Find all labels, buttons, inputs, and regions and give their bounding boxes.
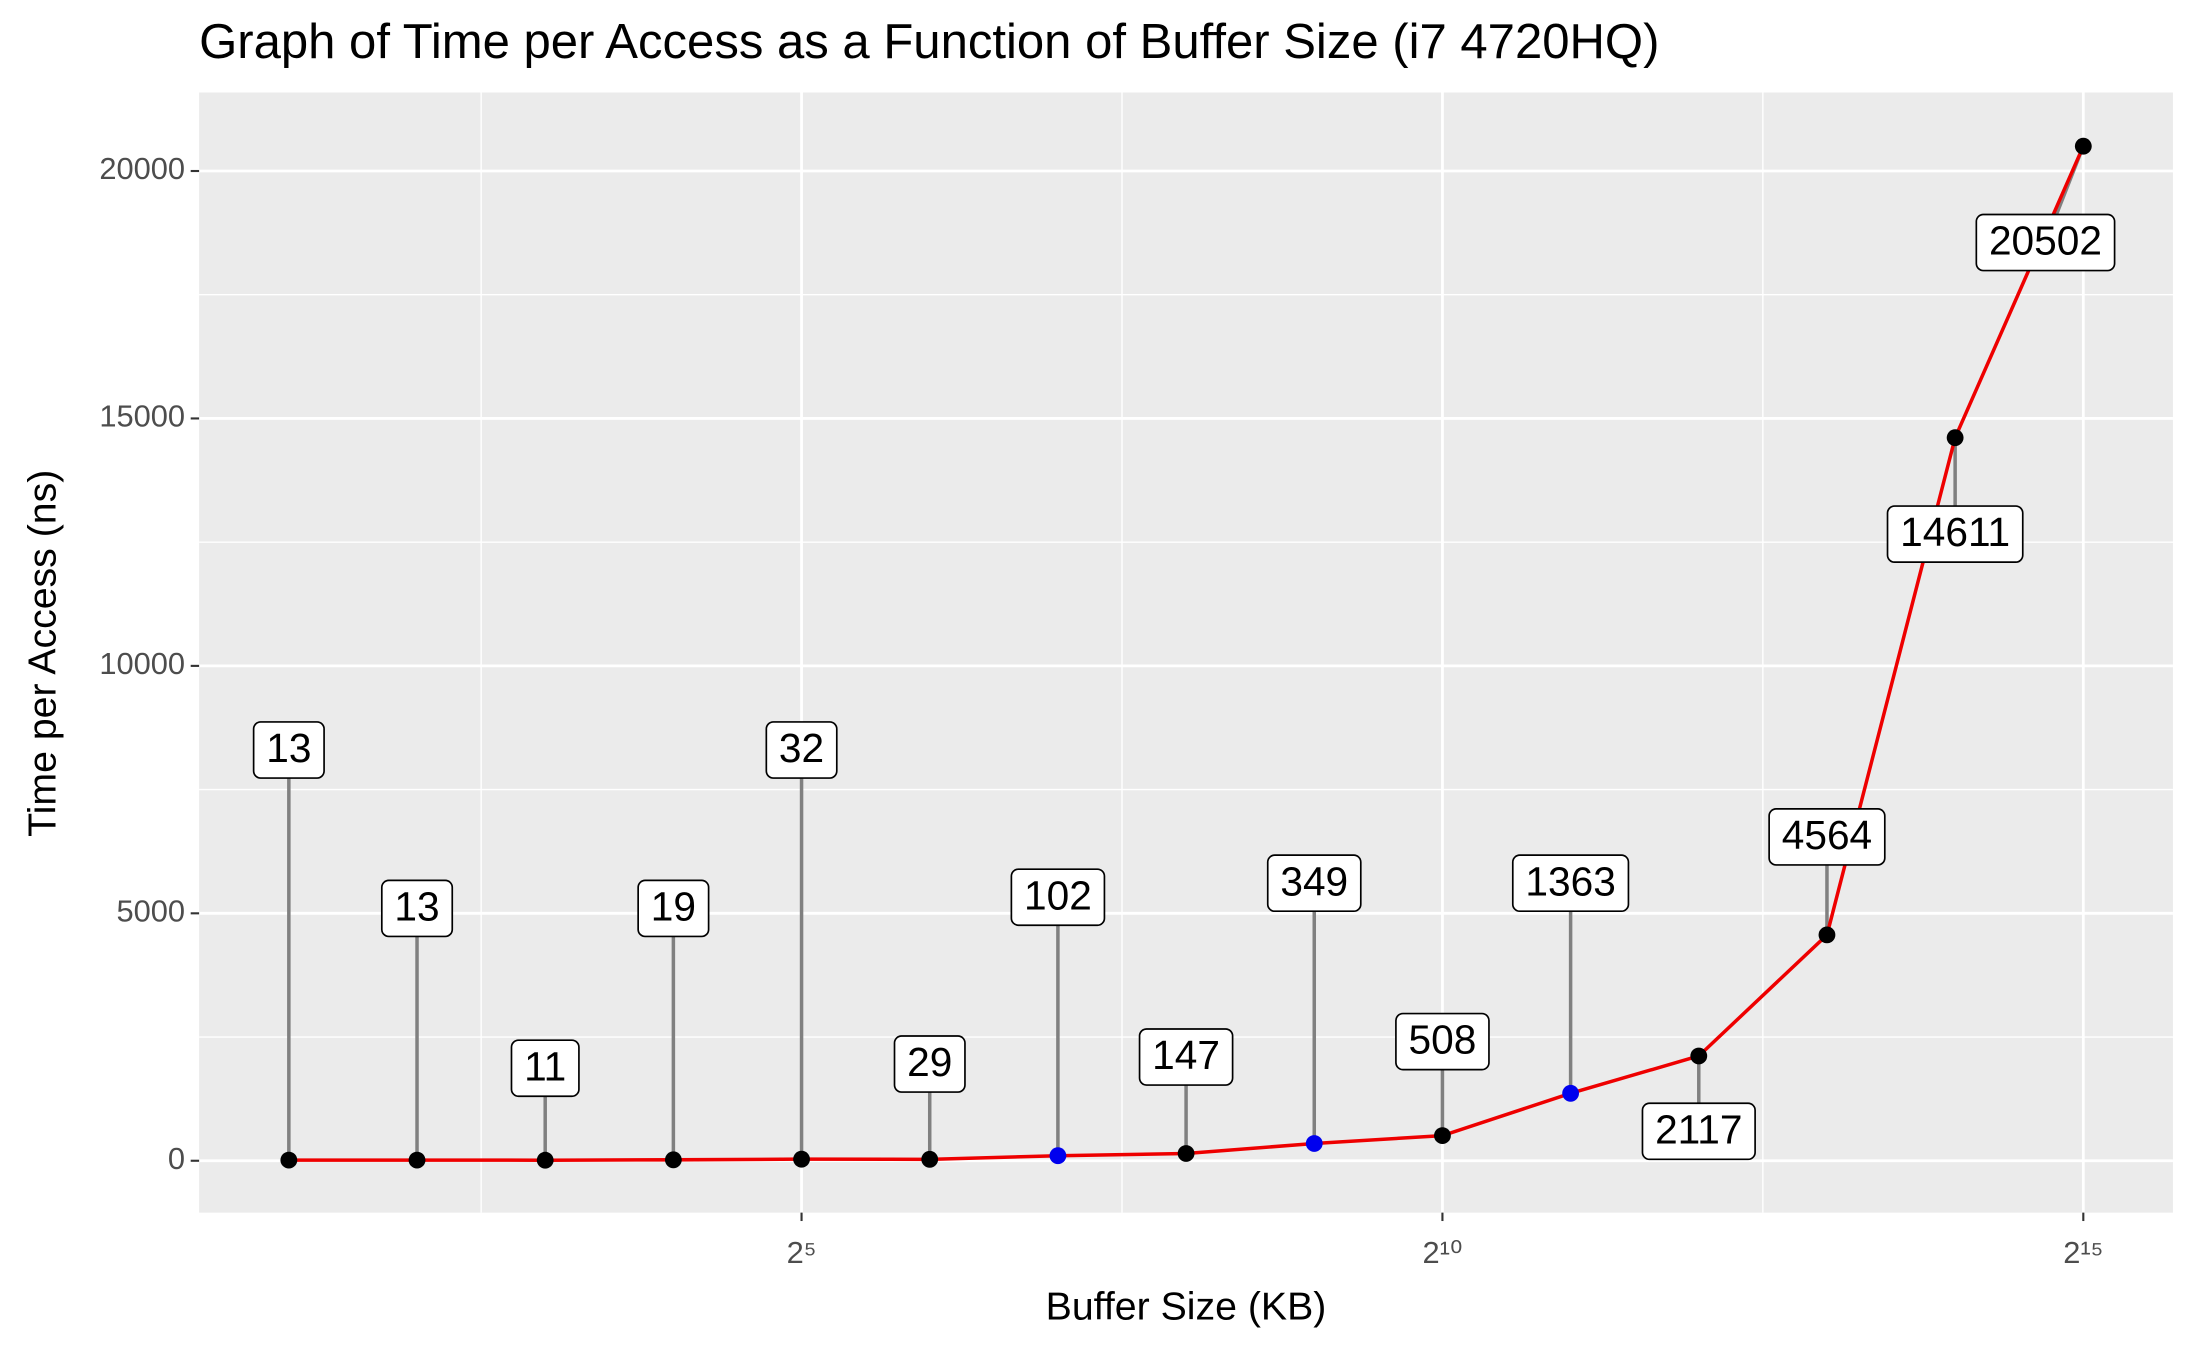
data-label-text: 11 [524,1043,566,1089]
label-box [1768,808,1886,866]
data-label: 4564 [1768,808,1886,866]
point [1177,1145,1195,1162]
y-tick-label: 0 [168,1141,185,1176]
label-box [1138,1028,1234,1086]
data-label: 2117 [1641,1102,1756,1161]
y-axis-title: Time per Access (ns) [20,470,64,837]
y-tick-label: 10000 [99,646,185,681]
point [1049,1147,1067,1165]
label-box [1010,868,1106,927]
x-axis-title: Buffer Size (KB) [1046,1285,1327,1329]
label-box [765,721,838,779]
data-label: 32 [765,721,838,779]
data-label: 1363 [1511,854,1630,913]
label-box [637,879,710,938]
data-label: 13 [252,721,325,779]
point [921,1150,939,1168]
data-label: 102 [1010,868,1106,927]
data-label: 349 [1266,854,1362,913]
chart-title: Graph of Time per Access as a Function o… [199,15,1659,69]
label-box [510,1039,580,1098]
panel [199,92,2173,1213]
data-label-text: 2117 [1655,1106,1742,1152]
data-label-text: 102 [1024,872,1092,918]
data-label: 14611 [1886,505,2024,563]
label-box [1886,505,2024,563]
data-label: 20502 [1975,213,2116,272]
label-box [1266,854,1362,913]
point [793,1150,810,1168]
data-label-text: 508 [1409,1017,1477,1063]
data-label-text: 4564 [1782,812,1872,858]
data-label-text: 1363 [1525,858,1615,904]
x-tick-label: 2¹⁰ [1423,1235,1463,1270]
data-label: 11 [510,1039,580,1098]
data-label-text: 32 [779,725,824,771]
data-label: 29 [893,1035,966,1093]
label-box [1511,854,1630,913]
data-label-text: 14611 [1900,509,2010,555]
point [1562,1084,1580,1102]
data-label-text: 20502 [1989,218,2102,264]
label-box [1641,1102,1756,1161]
label-box [1395,1012,1490,1071]
data-label: 19 [637,879,710,938]
data-label: 13 [380,879,454,938]
data-label-text: 29 [907,1039,952,1085]
data-label-text: 349 [1280,858,1348,904]
data-label: 508 [1395,1012,1490,1071]
point [408,1151,426,1169]
point [280,1151,298,1169]
y-tick-label: 5000 [116,893,185,928]
point [1818,926,1836,944]
data-label-text: 19 [651,884,696,930]
data-label-text: 13 [266,725,311,771]
data-label-text: 147 [1152,1032,1220,1078]
label-box [1975,213,2116,272]
point [664,1151,682,1169]
x-tick-label: 2¹⁵ [2063,1235,2103,1270]
x-tick-label: 2⁵ [787,1235,817,1270]
data-label-text: 13 [394,884,439,930]
y-tick-label: 15000 [99,399,185,434]
point [1946,429,1964,447]
point [536,1151,554,1169]
point [2074,137,2092,155]
label-box [252,721,325,779]
y-tick-label: 20000 [99,151,185,186]
label-box [380,879,454,938]
point [1690,1047,1708,1065]
point [1434,1127,1451,1145]
point [1305,1135,1323,1152]
data-label: 147 [1138,1028,1234,1086]
label-box [893,1035,966,1093]
